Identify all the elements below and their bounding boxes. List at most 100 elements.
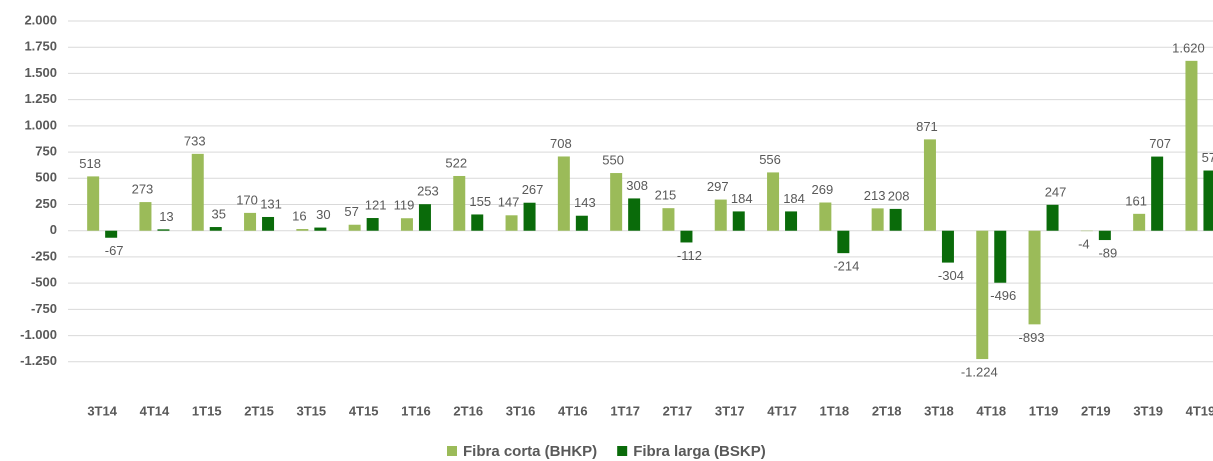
- bar: [314, 227, 327, 231]
- x-tick-label: 2T17: [663, 403, 693, 418]
- bar: [471, 214, 484, 231]
- data-label: 13: [159, 209, 173, 224]
- bar: [262, 216, 275, 231]
- bar: [662, 208, 675, 231]
- bar: [366, 218, 379, 231]
- data-label: -4: [1078, 237, 1090, 252]
- bar: [105, 230, 118, 238]
- bar: [976, 230, 989, 360]
- x-tick-label: 3T19: [1133, 403, 1163, 418]
- data-label: 57: [344, 204, 358, 219]
- bar: [157, 229, 170, 231]
- bar: [1133, 213, 1146, 231]
- bar: [139, 202, 152, 231]
- bar: [453, 175, 466, 231]
- bar: [505, 215, 518, 231]
- y-tick-label: -250: [31, 248, 57, 263]
- data-label: 308: [626, 178, 648, 193]
- x-tick-label: 1T18: [820, 403, 850, 418]
- data-label: -112: [677, 248, 702, 263]
- data-label: 518: [79, 156, 101, 171]
- bar: [87, 176, 100, 231]
- bar: [209, 227, 222, 231]
- data-label: 35: [212, 206, 226, 221]
- data-label: 161: [1125, 193, 1147, 208]
- data-label: -304: [938, 268, 964, 283]
- bar: [680, 230, 693, 243]
- data-label: 871: [916, 119, 938, 134]
- legend-label: Fibra corta (BHKP): [463, 443, 597, 460]
- y-tick-label: -1.000: [20, 327, 57, 342]
- data-label: 208: [888, 188, 910, 203]
- bar: [1098, 230, 1111, 241]
- bar: [785, 211, 798, 231]
- bar: [400, 218, 413, 231]
- bar: [191, 153, 204, 231]
- data-label: 522: [445, 155, 467, 170]
- bar: [348, 224, 361, 231]
- data-label: -893: [1019, 330, 1045, 345]
- x-tick-label: 4T15: [349, 403, 379, 418]
- bar: [628, 198, 641, 231]
- data-label: 269: [811, 182, 833, 197]
- bar: [941, 230, 954, 263]
- data-label: 131: [260, 196, 282, 211]
- bar: [994, 230, 1007, 283]
- data-label: 707: [1149, 136, 1171, 151]
- x-tick-label: 2T15: [244, 403, 274, 418]
- data-label: 273: [132, 182, 154, 197]
- y-tick-label: -1.250: [20, 353, 57, 368]
- x-tick-label: 2T19: [1081, 403, 1111, 418]
- bar: [1046, 204, 1059, 231]
- data-label: 119: [394, 198, 415, 213]
- bar: [714, 199, 727, 231]
- x-tick-label: 3T17: [715, 403, 745, 418]
- data-label: 121: [365, 197, 387, 212]
- x-tick-label: 2T18: [872, 403, 902, 418]
- bar: [1203, 170, 1213, 231]
- data-label: 184: [731, 191, 753, 206]
- x-tick-label: 1T15: [192, 403, 222, 418]
- y-tick-label: 1.750: [24, 39, 57, 54]
- data-label: 267: [522, 182, 544, 197]
- bar: [767, 172, 780, 231]
- y-tick-label: -750: [31, 301, 57, 316]
- data-label: 213: [864, 188, 886, 203]
- y-tick-label: 1.000: [24, 117, 57, 132]
- data-label: 556: [759, 152, 781, 167]
- bar: [296, 229, 309, 231]
- bar: [575, 215, 588, 231]
- x-tick-label: 3T14: [87, 403, 117, 418]
- x-tick-label: 3T18: [924, 403, 954, 418]
- data-label: 550: [602, 152, 624, 167]
- x-tick-label: 1T17: [610, 403, 640, 418]
- bar: [244, 212, 257, 231]
- bar: [523, 202, 536, 231]
- data-label: 247: [1045, 184, 1067, 199]
- y-tick-label: 0: [50, 222, 57, 237]
- x-tick-label: 3T16: [506, 403, 536, 418]
- data-label: 170: [236, 192, 258, 207]
- bar: [418, 204, 431, 231]
- data-label: 155: [469, 194, 491, 209]
- data-label: 143: [574, 195, 596, 210]
- x-tick-label: 1T19: [1029, 403, 1059, 418]
- bar: [732, 211, 745, 231]
- legend-label: Fibra larga (BSKP): [633, 443, 766, 460]
- y-tick-label: 750: [35, 144, 57, 159]
- data-label: 574: [1202, 150, 1213, 165]
- legend-swatch: [447, 446, 457, 456]
- data-label: 297: [707, 179, 729, 194]
- y-tick-label: 2.000: [24, 12, 57, 27]
- legend-swatch: [617, 446, 628, 456]
- x-tick-label: 1T16: [401, 403, 431, 418]
- bar: [819, 202, 832, 231]
- bar: [923, 139, 936, 231]
- data-label: 147: [498, 195, 520, 210]
- data-label: 1.620: [1172, 40, 1205, 55]
- x-tick-label: 4T14: [140, 403, 170, 418]
- data-label: 30: [316, 207, 330, 222]
- x-tick-label: 4T17: [767, 403, 797, 418]
- data-label: 184: [783, 191, 805, 206]
